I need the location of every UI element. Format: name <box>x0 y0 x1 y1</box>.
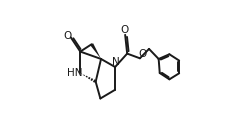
Text: O: O <box>138 49 146 59</box>
Text: O: O <box>63 31 71 41</box>
Polygon shape <box>90 43 101 59</box>
Text: N: N <box>111 57 119 67</box>
Text: HN: HN <box>67 68 83 78</box>
Text: O: O <box>120 25 128 35</box>
